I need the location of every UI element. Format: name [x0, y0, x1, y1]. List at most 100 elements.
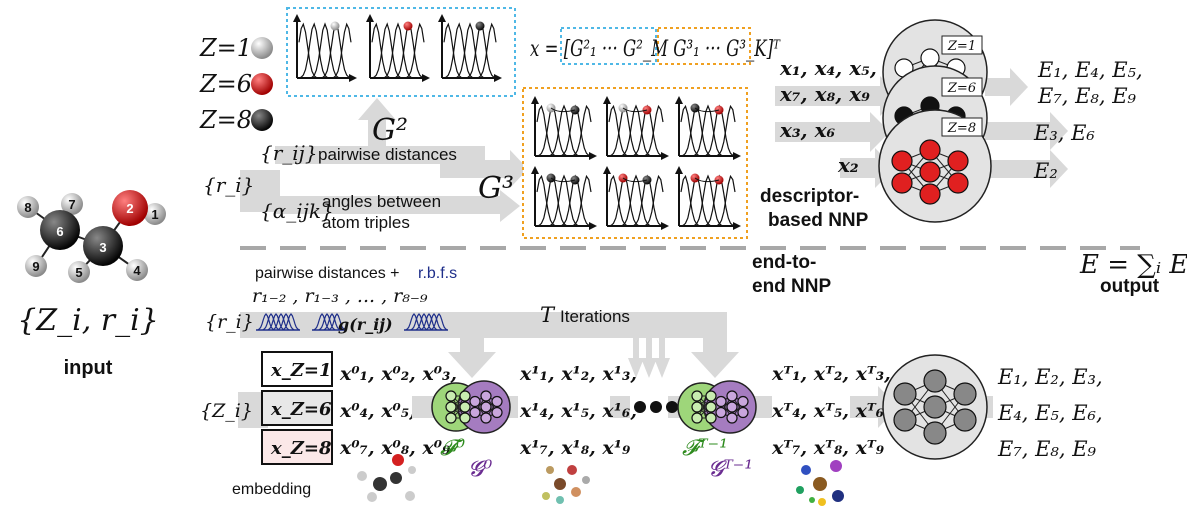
- net-neuron: [919, 183, 941, 205]
- block-t-neurons: [691, 390, 749, 424]
- g3-plot: [675, 96, 741, 160]
- net-neuron: [891, 172, 913, 194]
- atom-label-1: 1: [151, 207, 158, 222]
- descriptor-arrows: [240, 98, 528, 222]
- descriptor-alpha: {α_ijk}: [260, 199, 334, 223]
- net-neuron: [726, 390, 738, 402]
- plot-arrow-x: [494, 74, 502, 82]
- descriptor-title-2: based NNP: [768, 210, 869, 231]
- basis-curve: [681, 104, 736, 157]
- descriptor-alpha-text-1: angles between: [322, 192, 441, 211]
- e2e-output-2: E₇, E₈, E₉: [997, 437, 1097, 461]
- net-neuron: [891, 150, 913, 172]
- x1-row-0: x¹₁, x¹₂, x¹₃,: [519, 363, 637, 385]
- e2e-distances: r₁₋₂ , r₁₋₃ , ... , r₈₋₉: [252, 285, 428, 307]
- e2e-output-1: E₄, E₅, E₆,: [997, 401, 1103, 425]
- descriptor-vector-formula: x = [G²₁ ··· G²_M G³₁ ··· G³_K]ᵀ: [530, 37, 781, 62]
- atom-3: [83, 226, 123, 266]
- e2e-rbfs-text: r.b.f.s: [418, 265, 457, 282]
- net-neuron: [947, 150, 969, 172]
- descriptor-outputs: E₁, E₄, E₅, E₇, E₈, E₉ E₃, E₆ E₂: [1033, 58, 1143, 183]
- interaction-block-t: 𝓕ᵀ⁻¹ 𝓖ᵀ⁻¹: [677, 380, 757, 482]
- interaction-block-0: 𝓕⁰ 𝓖⁰: [431, 380, 511, 482]
- net-neuron: [923, 421, 947, 445]
- input-label: input: [64, 357, 113, 379]
- basis-curve: [372, 22, 425, 79]
- plot-arrow-x: [733, 222, 741, 230]
- net-neuron: [920, 48, 940, 68]
- plot-arrow-y: [675, 166, 683, 174]
- descriptor-nets: Z=1 Z=6 Z=8: [878, 19, 992, 223]
- net-neuron: [923, 369, 947, 393]
- molecule-snapshot-t: [796, 460, 844, 506]
- plot-arrow-x: [589, 222, 597, 230]
- plot-arrow-y: [438, 14, 446, 22]
- molecule-snapshot-0: [357, 454, 416, 502]
- embedding-label: embedding: [232, 481, 311, 498]
- xt-row-2: xᵀ₇, xᵀ₈, xᵀ₉: [771, 437, 885, 459]
- rbf-curves: [256, 313, 448, 331]
- net-neuron: [480, 412, 492, 424]
- plot-atom-marker: [475, 21, 485, 31]
- net-neuron: [691, 390, 703, 402]
- e2e-ri: {r_i}: [205, 311, 254, 333]
- net-neuron: [459, 390, 471, 402]
- rbf-curve: [328, 313, 346, 331]
- plot-arrow-y: [603, 166, 611, 174]
- e2e-title-1: end-to-: [752, 252, 816, 273]
- basis-curve: [444, 22, 497, 79]
- iteration-arrows: [240, 312, 739, 378]
- g0-label: 𝓖⁰: [468, 457, 492, 482]
- gt-label: 𝓖ᵀ⁻¹: [708, 457, 753, 482]
- output-label: output: [1100, 276, 1160, 297]
- species-legend: Z=1 Z=6 Z=8: [199, 34, 273, 134]
- rbf-curve: [425, 313, 443, 331]
- xt-row-1: xᵀ₄, xᵀ₅, xᵀ₆,: [771, 400, 891, 422]
- e2e-output-0: E₁, E₂, E₃,: [997, 365, 1103, 389]
- net-neuron: [445, 390, 457, 402]
- descriptor-output-0: E₁, E₄, E₅,: [1037, 58, 1143, 82]
- x0-row-2: x⁰₇, x⁰₈, x⁰₉: [339, 437, 451, 459]
- x1-features: x¹₁, x¹₂, x¹₃, x¹₄, x¹₅, x¹₆, x¹₇, x¹₈, …: [519, 363, 637, 459]
- net-neuron: [491, 395, 503, 408]
- output-net-neurons: [893, 369, 977, 445]
- plot-atom-marker: [330, 21, 340, 31]
- descriptor-output-2: E₃, E₆: [1033, 121, 1095, 145]
- f0-label: 𝓕⁰: [440, 436, 465, 461]
- net-neuron: [715, 406, 727, 419]
- net-neuron: [919, 161, 941, 183]
- e2e-pairwise-text: pairwise distances +: [255, 265, 400, 282]
- plot-bond: [694, 177, 720, 183]
- ft-label: 𝓕ᵀ⁻¹: [682, 436, 728, 461]
- atom-5: [68, 261, 90, 283]
- g3-plot: [531, 96, 597, 160]
- basis-curve: [609, 174, 664, 227]
- descriptor-g3-label: G³: [478, 171, 514, 206]
- atom-label-6: 6: [56, 224, 63, 239]
- atom-4: [126, 259, 148, 281]
- basis-curve: [299, 22, 352, 79]
- atom-2: [112, 190, 148, 226]
- net-neuron: [923, 395, 947, 419]
- net-neuron: [445, 412, 457, 424]
- plot-bond: [622, 177, 648, 183]
- net-neuron: [953, 408, 977, 432]
- species-label-z8: Z=8: [199, 106, 252, 134]
- net-neuron: [705, 390, 717, 402]
- descriptor-input-3: x₂: [837, 153, 859, 177]
- species-label-z1: Z=1: [199, 34, 252, 62]
- net-neuron: [737, 395, 749, 408]
- net-neuron: [480, 390, 492, 402]
- plot-bond: [622, 107, 648, 113]
- atom-7: [61, 193, 83, 215]
- plot-arrow-y: [603, 96, 611, 104]
- g3-plot: [603, 166, 669, 230]
- descriptor-rij-text: pairwise distances: [318, 145, 457, 164]
- descriptor-inputs: x₁, x₄, x₅, x₇, x₈, x₉ x₃, x₆ x₂: [779, 56, 877, 177]
- plot-arrow-y: [675, 96, 683, 104]
- descriptor-vector: x = [G²₁ ··· G²_M G³₁ ··· G³_K]ᵀ: [530, 27, 781, 65]
- e2e-title-2: end NNP: [752, 276, 832, 297]
- net-z1-label: Z=1: [947, 39, 976, 54]
- atom-label-8: 8: [24, 200, 31, 215]
